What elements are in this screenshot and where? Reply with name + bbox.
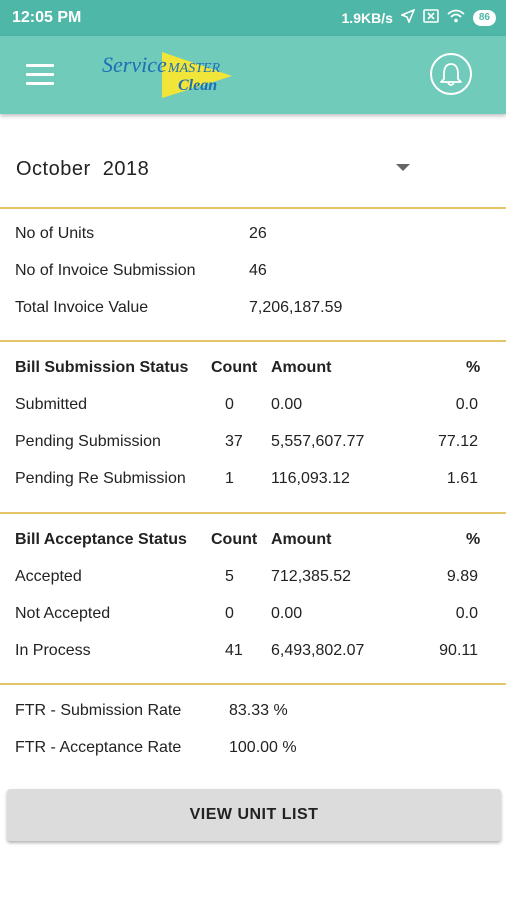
no-sim-icon — [423, 9, 439, 26]
column-header-status: Bill Submission Status — [15, 359, 189, 376]
ftr-submission-label: FTR - Submission Rate — [15, 702, 182, 719]
table-cell-status: Not Accepted — [15, 605, 111, 622]
svg-text:MASTER: MASTER — [167, 61, 221, 76]
table-cell-amount: 116,093.12 — [271, 470, 350, 487]
table-cell-percent: 9.89 — [446, 568, 478, 585]
status-bar: 12:05 PM 1.9KB/s 86 — [0, 0, 506, 36]
table-cell-count: 37 — [225, 433, 243, 450]
svg-text:Clean: Clean — [178, 77, 217, 94]
battery-icon: 86 — [472, 9, 496, 26]
location-arrow-icon — [399, 8, 416, 26]
table-cell-status: Pending Re Submission — [15, 470, 186, 487]
status-indicators: 1.9KB/s 86 — [341, 8, 496, 26]
servicemaster-clean-logo: Service MASTER Clean — [100, 48, 240, 104]
section-divider — [0, 683, 506, 685]
table-cell-amount: 6,493,802.07 — [271, 642, 365, 659]
table-cell-percent: 90.11 — [439, 642, 478, 659]
column-header-percent: % — [466, 531, 481, 548]
app-bar: Service MASTER Clean — [0, 36, 506, 114]
table-cell-status: Accepted — [15, 568, 82, 585]
table-cell-percent: 0.0 — [455, 396, 478, 413]
notification-bell-icon[interactable] — [430, 53, 472, 95]
hamburger-menu-icon[interactable] — [26, 64, 54, 86]
section-divider — [0, 207, 506, 209]
column-header-percent: % — [466, 359, 481, 376]
summary-label-invoice-submission: No of Invoice Submission — [15, 262, 196, 279]
ftr-acceptance-value: 100.00 % — [229, 739, 297, 756]
ftr-acceptance-label: FTR - Acceptance Rate — [15, 739, 182, 756]
table-cell-percent: 0.0 — [455, 605, 478, 622]
selected-month: October 2018 — [16, 158, 150, 180]
table-cell-status: In Process — [15, 642, 91, 659]
column-header-count: Count — [211, 359, 258, 376]
table-cell-amount: 0.00 — [271, 396, 303, 413]
summary-label-total-invoice: Total Invoice Value — [15, 299, 149, 316]
table-cell-count: 1 — [225, 470, 234, 487]
status-time: 12:05 PM — [12, 9, 82, 26]
table-cell-percent: 1.61 — [446, 470, 478, 487]
section-divider — [0, 340, 506, 342]
summary-value-total-invoice: 7,206,187.59 — [249, 299, 343, 316]
view-unit-list-button[interactable]: VIEW UNIT LIST — [7, 789, 501, 841]
summary-label-units: No of Units — [15, 225, 95, 242]
column-header-status: Bill Acceptance Status — [15, 531, 187, 548]
summary-value-invoice-submission: 46 — [249, 262, 267, 279]
table-cell-count: 41 — [225, 642, 243, 659]
table-cell-count: 0 — [225, 396, 234, 413]
section-divider — [0, 512, 506, 514]
wifi-icon — [447, 9, 465, 26]
table-cell-percent: 77.12 — [437, 433, 478, 450]
ftr-submission-value: 83.33 % — [229, 702, 288, 719]
column-header-amount: Amount — [271, 531, 332, 548]
column-header-amount: Amount — [271, 359, 332, 376]
month-select[interactable]: October 2018 — [0, 120, 506, 208]
chevron-down-icon — [396, 164, 410, 171]
column-header-count: Count — [211, 531, 258, 548]
table-cell-count: 0 — [225, 605, 234, 622]
svg-text:Service: Service — [102, 52, 167, 77]
table-cell-amount: 712,385.52 — [271, 568, 352, 585]
table-cell-status: Pending Submission — [15, 433, 161, 450]
network-speed: 1.9KB/s — [341, 9, 393, 26]
table-cell-status: Submitted — [15, 396, 88, 413]
summary-value-units: 26 — [249, 225, 267, 242]
table-cell-amount: 0.00 — [271, 605, 303, 622]
table-cell-count: 5 — [225, 568, 234, 585]
table-cell-amount: 5,557,607.77 — [271, 433, 365, 450]
